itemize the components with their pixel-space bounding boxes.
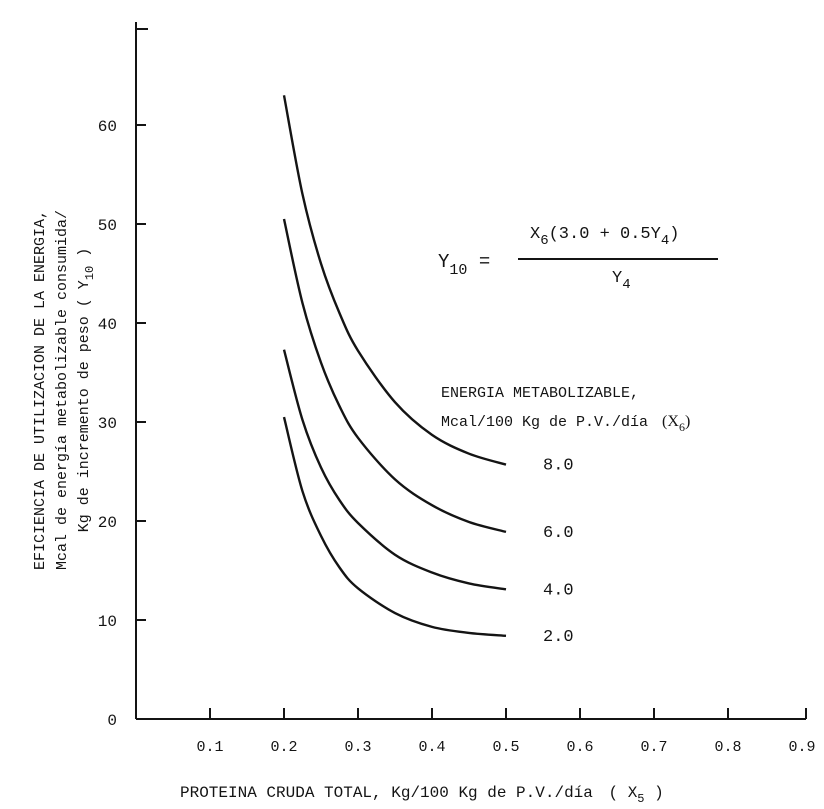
- x-axis-ticks: 0.1 0.2 0.3 0.4 0.5 0.6 0.7 0.8 0.9: [196, 708, 816, 756]
- series-curve-6-0: [282, 218, 507, 534]
- x-tick-label: 0.2: [270, 739, 297, 756]
- series-label: 6.0: [543, 524, 574, 543]
- x-tick-label: 0.1: [196, 739, 223, 756]
- series-curve-8-0: [282, 95, 507, 466]
- legend-title: ENERGIA METABOLIZABLE, Mcal/100 Kg de P.…: [441, 385, 690, 434]
- formula-numerator: X6(3.0 + 0.5Y4): [530, 225, 679, 249]
- y-axis-label-line2: Mcal de energía metabolizable consumida/: [54, 210, 71, 570]
- y-tick-label: 30: [98, 415, 117, 433]
- y-axis-label-line1: EFICIENCIA DE UTILIZACION DE LA ENERGIA,: [32, 210, 49, 570]
- series-curve-4-0: [282, 349, 507, 591]
- x-tick-label: 0.7: [640, 739, 667, 756]
- y-axis-label: EFICIENCIA DE UTILIZACION DE LA ENERGIA,…: [32, 210, 97, 570]
- y-tick-label: 0: [107, 712, 117, 730]
- series-label: 8.0: [543, 457, 574, 476]
- y-axis-label-line3: Kg de incremento de peso ( Y10 ): [76, 248, 97, 533]
- x-tick-label: 0.4: [418, 739, 445, 756]
- series-labels: 8.0 6.0 4.0 2.0: [543, 457, 574, 647]
- x-tick-label: 0.3: [344, 739, 371, 756]
- legend-title-line1: ENERGIA METABOLIZABLE,: [441, 385, 639, 402]
- series-label: 4.0: [543, 581, 574, 600]
- y-tick-label: 20: [98, 514, 117, 532]
- y-tick-label: 60: [98, 118, 117, 136]
- y-tick-label: 40: [98, 316, 117, 334]
- series-curves: [282, 95, 507, 637]
- x-tick-label: 0.9: [788, 739, 815, 756]
- x-tick-label: 0.5: [492, 739, 519, 756]
- legend-title-line2: Mcal/100 Kg de P.V./día (X6): [441, 413, 690, 434]
- x-tick-label: 0.8: [714, 739, 741, 756]
- formula-denominator: Y4: [612, 269, 631, 293]
- x-axis-label: PROTEINA CRUDA TOTAL, Kg/100 Kg de P.V./…: [180, 784, 664, 806]
- y-tick-label: 10: [98, 613, 117, 631]
- series-label: 2.0: [543, 628, 574, 647]
- y-tick-label: 50: [98, 217, 117, 235]
- formula: Y10 = X6(3.0 + 0.5Y4) Y4: [438, 225, 718, 293]
- x-tick-label: 0.6: [566, 739, 593, 756]
- formula-lhs: Y10 =: [438, 251, 490, 279]
- y-axis-ticks: 0 10 20 30 40 50 60: [98, 118, 146, 730]
- series-curve-2-0: [282, 416, 507, 637]
